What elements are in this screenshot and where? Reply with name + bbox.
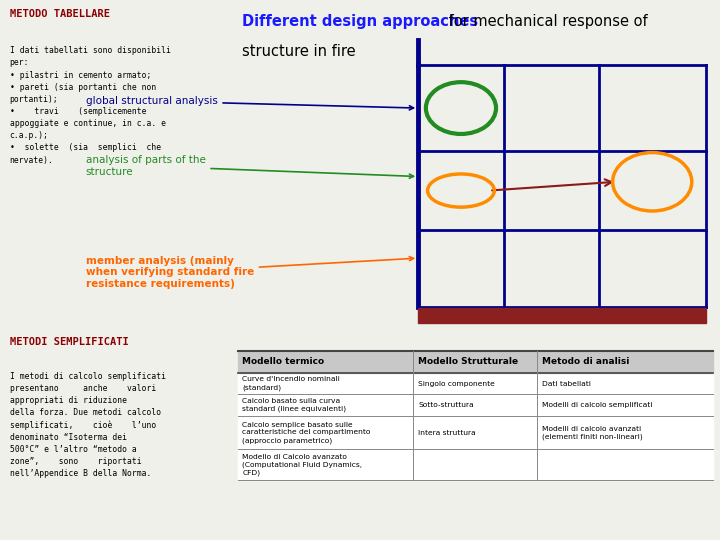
Text: I metodi di calcolo semplificati
presentano     anche    valori
appropriati di r: I metodi di calcolo semplificati present…: [9, 372, 166, 478]
Text: Different design approaches: Different design approaches: [243, 14, 479, 29]
Text: Metodo di analisi: Metodo di analisi: [541, 357, 629, 366]
Text: Modelli di calcolo avanzati
(elementi finiti non-lineari): Modelli di calcolo avanzati (elementi fi…: [541, 426, 642, 440]
Bar: [418, 308, 706, 323]
Bar: [238, 416, 713, 449]
Text: Singolo componente: Singolo componente: [418, 381, 495, 387]
Text: Modelli di calcolo semplificati: Modelli di calcolo semplificati: [541, 402, 652, 408]
Bar: [238, 394, 713, 416]
Text: Sotto-struttura: Sotto-struttura: [418, 402, 474, 408]
Text: global structural analysis: global structural analysis: [86, 96, 413, 110]
Text: Calcolo semplice basato sulle
caratteristiche del compartimento
(approccio param: Calcolo semplice basato sulle caratteris…: [243, 422, 371, 444]
Text: member analysis (mainly
when verifying standard fire
resistance requirements): member analysis (mainly when verifying s…: [86, 255, 413, 289]
Text: for mechanical response of: for mechanical response of: [444, 14, 648, 29]
Text: METODO TABELLARE: METODO TABELLARE: [9, 9, 109, 19]
Text: Modello Strutturale: Modello Strutturale: [418, 357, 518, 366]
Bar: [238, 449, 713, 481]
Text: Curve d'Incendio nominali
(standard): Curve d'Incendio nominali (standard): [243, 376, 340, 391]
Bar: [238, 373, 713, 394]
Text: METODI SEMPLIFICATI: METODI SEMPLIFICATI: [9, 336, 128, 347]
Text: Dati tabellati: Dati tabellati: [541, 381, 590, 387]
Text: I dati tabellati sono disponibili
per:
• pilastri in cemento armato;
• pareti (s: I dati tabellati sono disponibili per: •…: [9, 46, 171, 165]
Bar: [238, 351, 713, 373]
Text: Modello termico: Modello termico: [243, 357, 325, 366]
Text: Intera struttura: Intera struttura: [418, 430, 476, 436]
Text: structure in fire: structure in fire: [243, 44, 356, 59]
Text: Modello di Calcolo avanzato
(Computational Fluid Dynamics,
CFD): Modello di Calcolo avanzato (Computation…: [243, 454, 362, 476]
Text: analysis of parts of the
structure: analysis of parts of the structure: [86, 155, 413, 178]
Text: Calcolo basato sulla curva
standard (linee equivalenti): Calcolo basato sulla curva standard (lin…: [243, 398, 346, 413]
